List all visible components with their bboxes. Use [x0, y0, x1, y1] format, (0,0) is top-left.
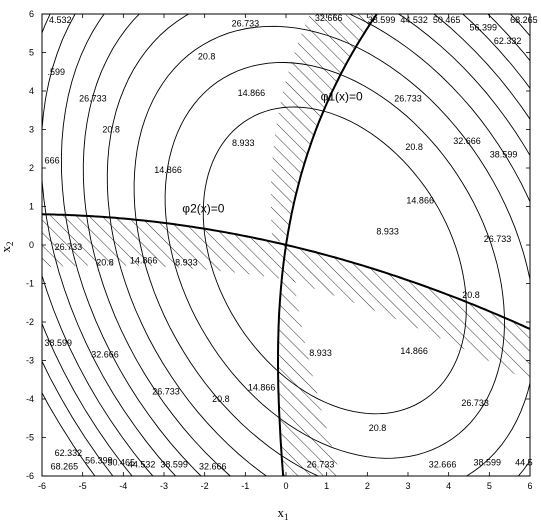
- x-tick-label: -1: [241, 481, 249, 491]
- contour-label: 56.399: [469, 22, 497, 32]
- contour-labels: 8.933 8.933 8.933 8.933 14.866 14.866 14.866 14…: [45, 13, 538, 472]
- contour-label: 56.399: [85, 456, 113, 466]
- constraint-curves: [42, 14, 530, 476]
- hatch-band-phi1-upper: [270, 14, 377, 242]
- y-tick-label: -3: [26, 356, 34, 366]
- contour-label: 38.599: [474, 458, 502, 468]
- feasible-region-hatching: [42, 14, 530, 476]
- y-tick-label: 2: [29, 163, 34, 173]
- contour-label: 20.8: [212, 394, 230, 404]
- y-tick-label: 6: [29, 9, 34, 19]
- contour-label: 14.866: [406, 196, 434, 206]
- contour-label: 14.866: [130, 255, 158, 265]
- contour-label: 20.8: [462, 290, 480, 300]
- contour-label: 38.599: [368, 15, 396, 25]
- contour-label: 32.666: [315, 13, 343, 23]
- contour-label: 44.5: [515, 458, 533, 468]
- x-tick-label: 6: [527, 481, 532, 491]
- contour-label: 38.599: [490, 150, 518, 160]
- y-tick-label: 5: [29, 48, 34, 58]
- constraint-curve-phi2: [42, 213, 530, 330]
- contour-label: 44.532: [400, 15, 428, 25]
- y-tick-label: 0: [29, 240, 34, 250]
- constraint-label: φ2(x)=0: [182, 201, 224, 215]
- contour-line: [202, 106, 467, 415]
- contour-label: 14.866: [154, 165, 182, 175]
- y-tick-label: -1: [26, 279, 34, 289]
- contour-label: 14.866: [400, 346, 428, 356]
- contour-label: 8.933: [175, 257, 198, 267]
- x-tick-label: 5: [487, 481, 492, 491]
- contour-label: 68.265: [510, 15, 538, 25]
- contour-label: 32.666: [429, 459, 457, 469]
- contour-label: 20.8: [96, 257, 114, 267]
- x-tick-label: -6: [38, 481, 46, 491]
- y-tick-label: -6: [26, 471, 34, 481]
- hatch-band-phi2: [42, 214, 530, 383]
- x-axis-label: x1: [278, 505, 289, 522]
- x-tick-label: 2: [365, 481, 370, 491]
- y-tick-label: -4: [26, 394, 34, 404]
- y-tick-label: 3: [29, 125, 34, 135]
- contour-label: 20.8: [102, 125, 120, 135]
- x-tick-label: 3: [405, 481, 410, 491]
- contour-label: 32.666: [453, 136, 481, 146]
- x-tick-label: -5: [79, 481, 87, 491]
- contour-label: 14.866: [238, 88, 266, 98]
- axis-ticks: -6 -5 -4 -3 -2 -1 0 1 2 3 4 5 6 -6 -5 -4 -3 -2 -1 0 1 2 3 4 5 6: [26, 9, 533, 491]
- contour-label: 26.733: [79, 94, 107, 104]
- x-tick-label: 0: [283, 481, 288, 491]
- contour-label: 26.733: [484, 234, 512, 244]
- contour-line: [106, 14, 530, 476]
- contour-label: 8.933: [309, 348, 332, 358]
- contour-label: 26.733: [461, 398, 489, 408]
- constraint-labels: φ1(x)=0 φ2(x)=0: [182, 90, 363, 216]
- contour-label: 4.532: [49, 15, 72, 25]
- contour-label: 62.332: [494, 36, 522, 46]
- contour-label: 50.465: [433, 15, 461, 25]
- contour-label: 26.733: [394, 94, 422, 104]
- contour-label: 26.733: [232, 19, 260, 29]
- contour-label: 20.8: [369, 423, 387, 433]
- y-tick-label: 1: [29, 202, 34, 212]
- contour-line: [133, 25, 530, 476]
- x-tick-label: 4: [446, 481, 451, 491]
- contour-line: [164, 62, 505, 459]
- contour-label: 20.8: [198, 51, 216, 61]
- x-tick-label: -3: [160, 481, 168, 491]
- x-tick-label: 1: [324, 481, 329, 491]
- contour-label: 50.465: [108, 458, 136, 468]
- contour-label: 32.666: [199, 461, 227, 471]
- contour-label: 44.532: [128, 459, 156, 469]
- y-tick-label: -2: [26, 317, 34, 327]
- contour-label: 32.666: [91, 350, 119, 360]
- contour-label: 8.933: [376, 227, 399, 237]
- contour-label: 14.866: [248, 382, 276, 392]
- y-tick-label: -5: [26, 433, 34, 443]
- contour-label: 20.8: [405, 142, 423, 152]
- y-tick-label: 4: [29, 86, 34, 96]
- contour-label: 62.332: [55, 448, 83, 458]
- contour-label: 26.733: [307, 459, 335, 469]
- x-tick-label: -2: [201, 481, 209, 491]
- hatch-band-phi1-lower: [278, 279, 341, 476]
- contour-label: 26.733: [55, 242, 83, 252]
- contour-label: 38.599: [45, 338, 73, 348]
- contour-label: .599: [47, 67, 65, 77]
- contour-label: 8.933: [232, 138, 255, 148]
- contour-label: 38.599: [160, 459, 188, 469]
- y-axis-label: x2: [0, 242, 15, 253]
- contour-label: 26.733: [152, 386, 180, 396]
- constraint-label: φ1(x)=0: [321, 90, 363, 104]
- contour-label: 68.265: [51, 461, 79, 471]
- contour-label: 666: [45, 155, 60, 165]
- x-tick-label: -4: [119, 481, 127, 491]
